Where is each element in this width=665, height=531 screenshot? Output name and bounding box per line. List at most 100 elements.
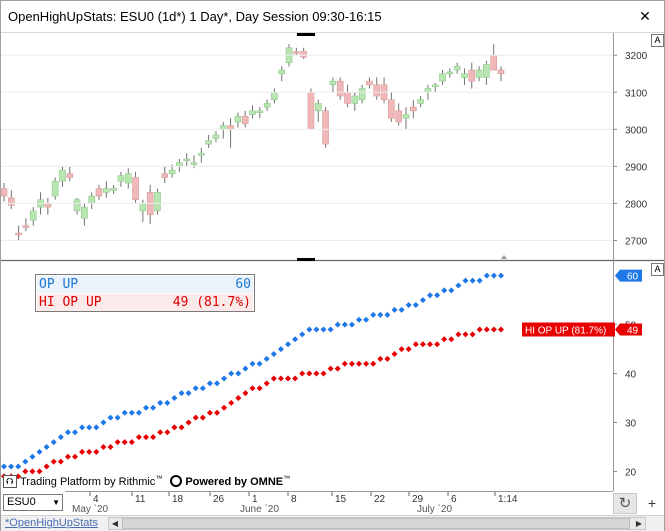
op-up-dot — [121, 409, 128, 416]
hi-op-up-dot — [185, 419, 192, 426]
op-up-dot — [135, 409, 142, 416]
candle — [66, 173, 74, 178]
op-up-dot — [228, 370, 235, 377]
hi-op-up-dot — [320, 370, 327, 377]
tab-openhighupstats[interactable]: *OpenHighUpStats — [5, 517, 98, 529]
refresh-button[interactable]: ↻ — [613, 493, 637, 514]
hi-op-up-dot — [356, 360, 362, 367]
op-up-dot — [263, 355, 270, 362]
stats-box: OP UP 60 HI OP UP 49 (81.7%) — [35, 274, 255, 312]
hi-op-up-dot — [363, 360, 370, 367]
current-bar-marker — [501, 255, 507, 259]
candle — [198, 153, 205, 156]
symbol-value: ESU0 — [7, 496, 36, 508]
candle — [322, 110, 329, 145]
toggle-panel-icon[interactable]: ⮉ — [3, 475, 17, 488]
op-up-dot — [419, 297, 426, 304]
hi-op-up-dot — [15, 473, 22, 480]
hi-op-up-dot — [114, 439, 121, 446]
chart-area[interactable]: 3200310030002900280027005040302060HI OP … — [1, 33, 664, 491]
price-panel — [1, 44, 505, 241]
candle — [300, 51, 307, 58]
hi-op-up-label: HI OP UP — [39, 295, 102, 310]
op-up-dot — [57, 434, 64, 441]
op-up-dot — [29, 453, 36, 460]
month-label: May `20 — [72, 503, 109, 515]
title-bar[interactable]: OpenHighUpStats: ESU0 (1d*) 1 Day*, Day … — [1, 1, 664, 33]
hi-op-up-dot — [50, 458, 57, 465]
omne-tm: ™ — [283, 475, 291, 483]
op-up-dot — [199, 385, 206, 392]
price-tick-label: 2900 — [625, 162, 648, 173]
time-tick-label: 22 — [374, 494, 386, 505]
candle — [256, 110, 264, 113]
candle — [307, 91, 315, 130]
op-up-dot — [15, 463, 22, 470]
candle — [95, 188, 103, 197]
hi-op-up-dot — [72, 453, 78, 460]
hi-op-up-dot — [270, 375, 277, 382]
hi-op-up-dot — [214, 409, 220, 416]
candle — [110, 188, 117, 191]
op-up-dot — [462, 277, 469, 284]
tab-row: *OpenHighUpStats ◀ ▶ — [1, 515, 664, 531]
candle — [1, 188, 8, 197]
scrollbar-thumb[interactable] — [122, 518, 630, 529]
month-label: June `20 — [240, 503, 279, 515]
add-button[interactable]: + — [647, 495, 657, 511]
hi-op-up-dot — [370, 360, 377, 367]
hi-op-up-value: 49 (81.7%) — [172, 295, 251, 310]
candle — [351, 95, 359, 104]
op-up-dot — [412, 302, 419, 309]
op-up-dot — [391, 306, 398, 313]
hi-op-up-dot — [100, 443, 107, 450]
scroll-right-icon[interactable]: ▶ — [635, 519, 643, 528]
hi-op-up-dot — [150, 434, 157, 441]
time-tick-label: 8 — [291, 494, 297, 505]
op-up-dot — [363, 316, 370, 323]
candle — [190, 162, 198, 165]
op-up-dot — [356, 316, 362, 323]
candle — [103, 188, 110, 193]
close-icon[interactable]: ✕ — [639, 8, 651, 24]
candle — [15, 232, 22, 236]
time-tick-label: 29 — [412, 494, 424, 505]
op-up-dot — [448, 287, 455, 294]
op-up-dot — [100, 419, 107, 426]
hi-op-up-dot — [86, 448, 93, 455]
hi-op-up-dot — [405, 346, 412, 353]
hi-op-up-dot — [498, 326, 504, 333]
candle — [51, 180, 59, 197]
hi-op-up-dot — [384, 355, 391, 362]
op-up-dot — [498, 272, 504, 279]
hi-op-up-dot — [341, 360, 348, 367]
candle — [358, 88, 366, 100]
price-tick-label: 2800 — [625, 199, 648, 210]
price-axis-auto-button[interactable]: A — [651, 34, 664, 47]
price-tick-label: 2700 — [625, 236, 648, 247]
panel-resize-handle — [297, 33, 315, 36]
scroll-left-icon[interactable]: ◀ — [111, 519, 119, 528]
hi-op-up-dot — [441, 336, 448, 343]
op-up-dot — [178, 390, 185, 397]
candle — [241, 116, 249, 125]
candle — [344, 91, 351, 104]
op-up-dot — [107, 414, 114, 421]
candle — [329, 80, 337, 86]
candle — [234, 116, 242, 123]
op-up-dot — [469, 277, 476, 284]
indicator-axis-auto-button[interactable]: A — [651, 263, 664, 276]
candle — [278, 69, 286, 75]
op-up-dot — [434, 292, 441, 299]
candle — [212, 134, 220, 139]
hi-op-up-dot — [292, 375, 299, 382]
candle — [176, 162, 183, 167]
candle — [8, 197, 15, 206]
hi-op-up-dot — [199, 414, 206, 421]
time-tick-label: 15 — [335, 494, 347, 505]
stats-row-hi-op-up: HI OP UP 49 (81.7%) — [37, 294, 253, 311]
candle — [366, 80, 373, 86]
op-up-dot — [377, 311, 384, 318]
symbol-select[interactable]: ESU0 ▼ — [3, 494, 63, 511]
indicator-tick-label: 40 — [625, 370, 637, 381]
